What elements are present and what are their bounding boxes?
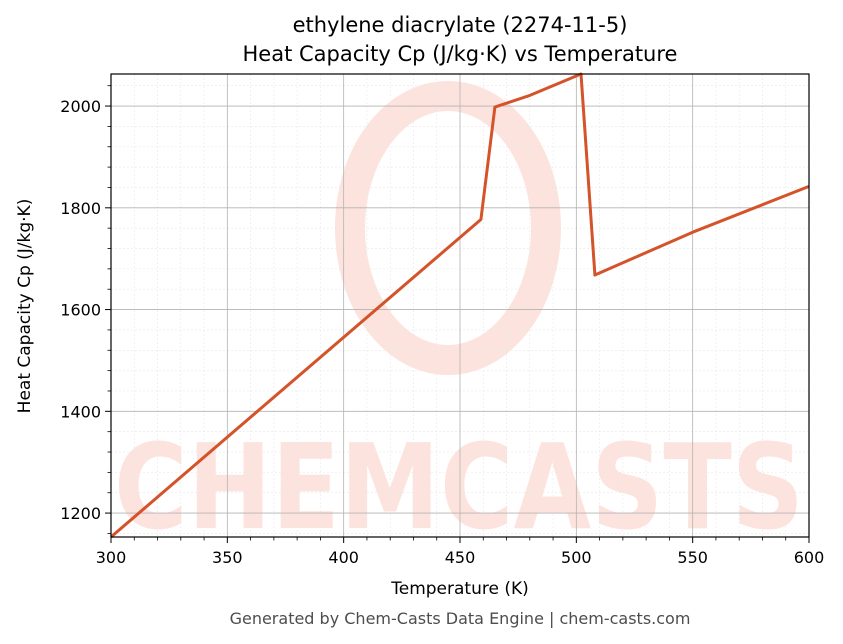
x-tick-label: 550 [677,548,708,567]
y-axis-label: Heat Capacity Cp (J/kg·K) [15,199,35,414]
y-tick-label: 1600 [60,301,101,320]
x-tick-label: 350 [212,548,243,567]
major-grid [110,74,810,537]
x-axis: 300 350 400 450 500 550 600 [96,537,825,567]
x-tick-label: 450 [445,548,476,567]
x-axis-label: Temperature (K) [390,579,529,599]
y-tick-label: 2000 [60,97,101,116]
y-axis: 1200 1400 1600 1800 2000 [60,85,111,534]
footer-credit: Generated by Chem-Casts Data Engine | ch… [230,609,691,628]
chart-title: ethylene diacrylate (2274-11-5) [293,13,628,37]
watermark-logo-ring [335,81,561,375]
x-tick-label: 600 [794,548,825,567]
y-tick-label: 1200 [60,504,101,523]
x-tick-label: 300 [96,548,127,567]
y-tick-label: 1400 [60,402,101,421]
watermark-text: CHEMCASTS [114,418,804,556]
watermark: CHEMCASTS [114,81,804,556]
x-tick-label: 400 [328,548,359,567]
chart-subtitle: Heat Capacity Cp (J/kg·K) vs Temperature [243,42,678,66]
y-tick-label: 1800 [60,199,101,218]
x-tick-label: 500 [561,548,592,567]
series-line-heat-capacity [110,72,810,539]
